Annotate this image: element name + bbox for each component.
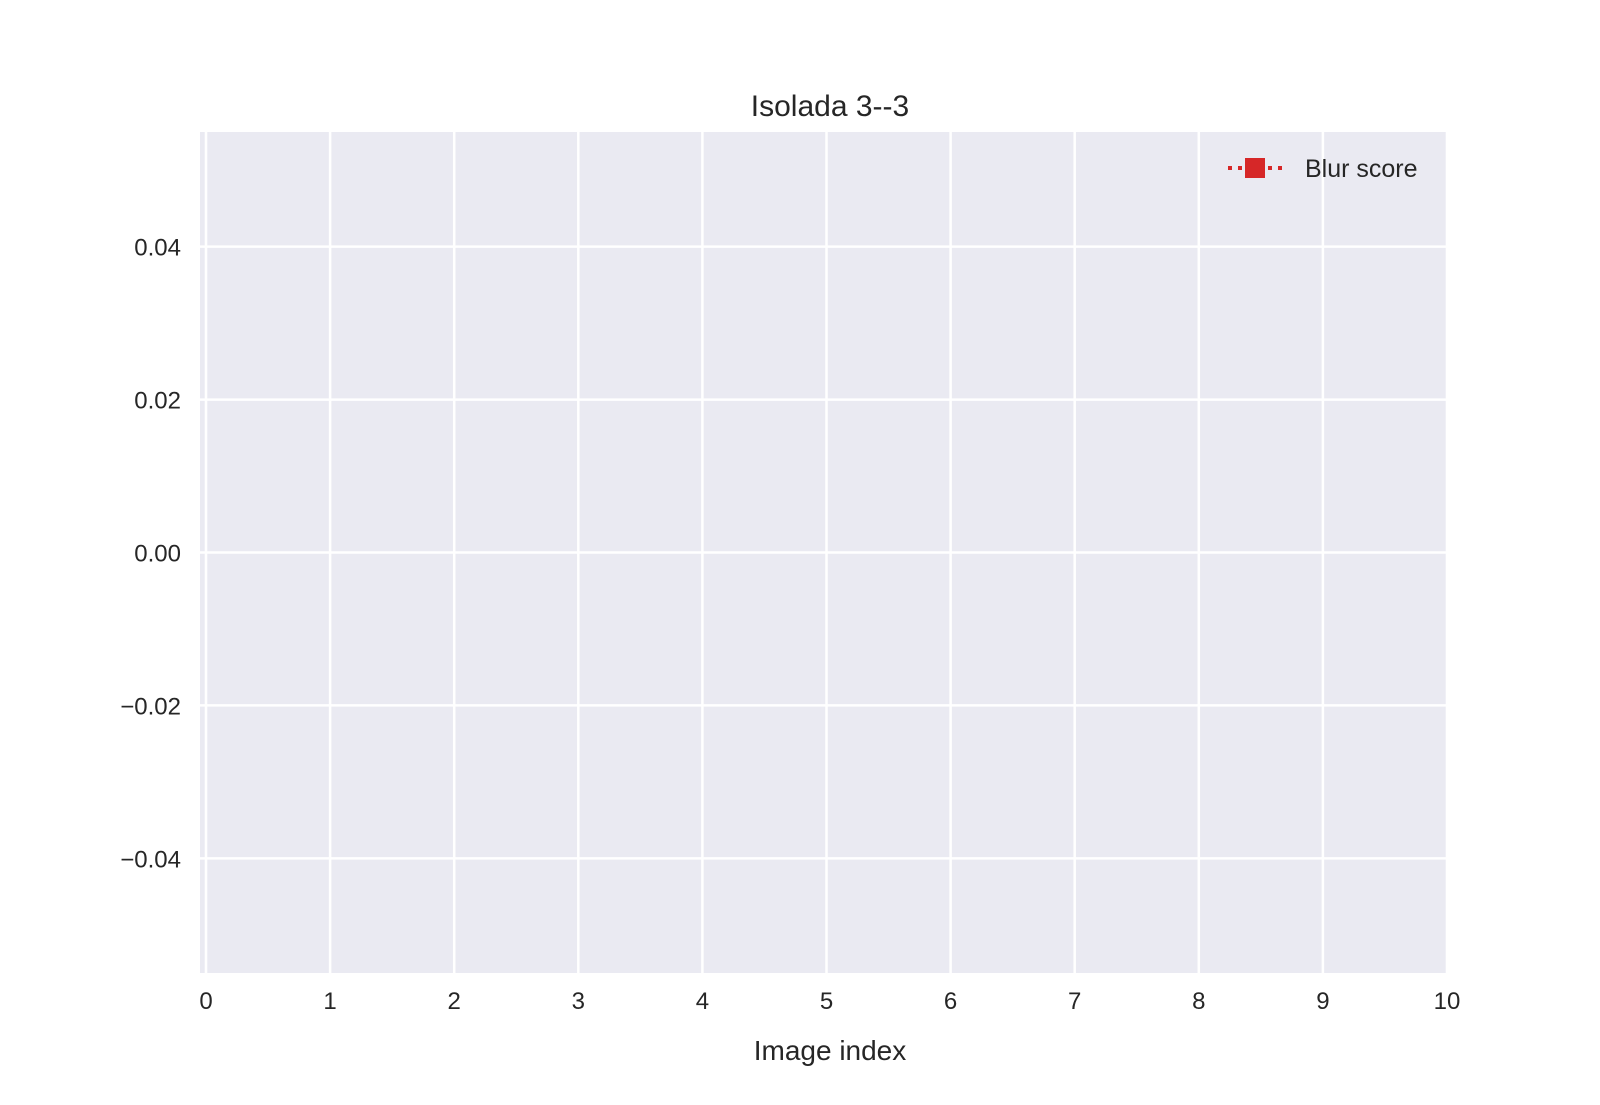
x-tick-label: 10 [1434, 988, 1461, 1015]
y-tick-label: 0.02 [134, 388, 181, 415]
y-tick-label: −0.04 [120, 846, 181, 873]
x-tick-label: 9 [1316, 988, 1329, 1015]
x-tick-label: 8 [1192, 988, 1205, 1015]
legend-marker-square [1245, 158, 1265, 178]
x-tick-label: 7 [1068, 988, 1081, 1015]
x-tick-label: 6 [944, 988, 957, 1015]
y-tick-labels: 0.04 0.02 0.00 −0.02 −0.04 [120, 235, 181, 874]
x-tick-labels: 0 1 2 3 4 5 6 7 8 9 10 [199, 988, 1460, 1015]
chart-title: Isolada 3--3 [751, 90, 909, 123]
x-tick-label: 1 [323, 988, 336, 1015]
grid-lines [200, 132, 1449, 973]
y-tick-label: 0.04 [134, 235, 181, 262]
legend-label-blur-score: Blur score [1305, 155, 1418, 183]
x-tick-label: 4 [696, 988, 709, 1015]
legend: Blur score [1228, 155, 1418, 183]
y-tick-label: −0.02 [120, 693, 181, 720]
x-axis-label: Image index [754, 1035, 907, 1066]
x-tick-label: 0 [199, 988, 212, 1015]
y-tick-label: 0.00 [134, 541, 181, 568]
x-tick-label: 2 [448, 988, 461, 1015]
x-tick-label: 3 [572, 988, 585, 1015]
x-tick-label: 5 [820, 988, 833, 1015]
